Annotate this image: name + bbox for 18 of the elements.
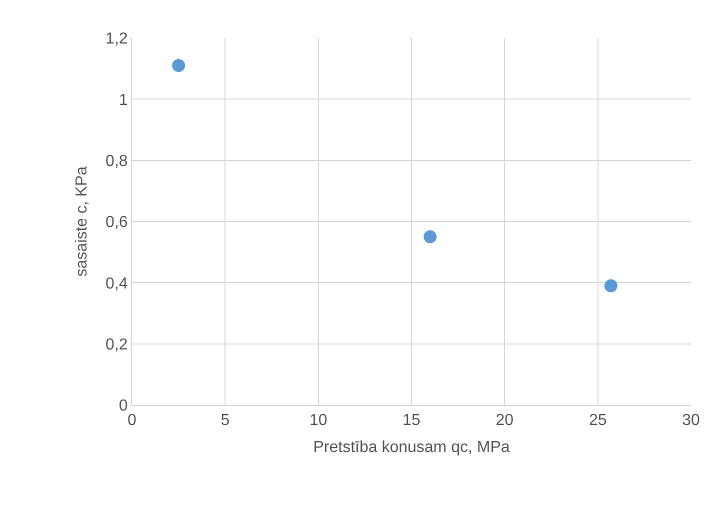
y-tick-label: 1,2 — [106, 30, 128, 48]
x-tick-label: 25 — [588, 412, 607, 430]
x-tick-label: 5 — [220, 412, 230, 430]
y-axis-title: sasaiste c, KPa — [73, 166, 90, 277]
point — [172, 59, 186, 72]
x-tick-label: 15 — [402, 412, 420, 430]
y-tick-label: 0,6 — [106, 214, 128, 232]
y-tick-label: 0 — [118, 398, 128, 415]
point — [604, 279, 618, 292]
x-axis-title: Pretstība konusam qc, MPa — [313, 438, 510, 456]
point — [424, 230, 437, 244]
x-tick-label: 10 — [309, 412, 328, 430]
y-tick-label: 1 — [118, 92, 128, 109]
x-tick-label: 30 — [682, 412, 700, 430]
y-tick-label: 0,2 — [106, 336, 128, 354]
y-tick-label: 0,8 — [106, 152, 128, 170]
y-tick-label: 0,4 — [106, 275, 128, 292]
x-tick-label: 20 — [496, 412, 514, 430]
